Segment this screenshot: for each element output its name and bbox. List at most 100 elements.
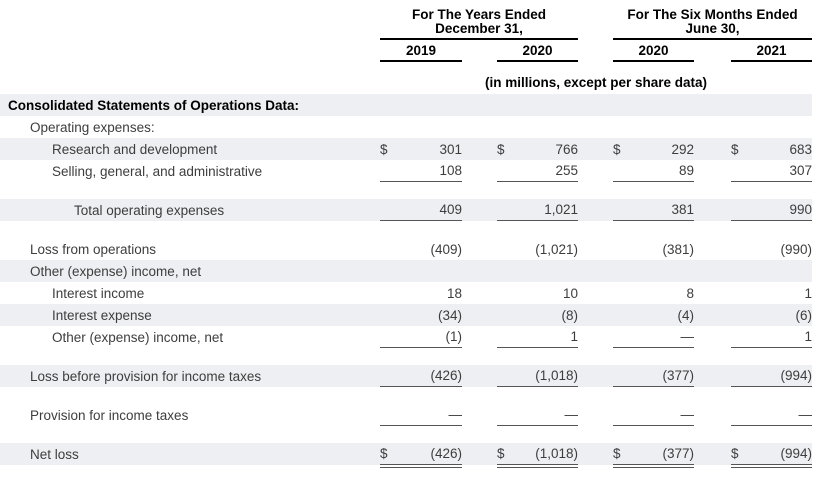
row-spacer	[0, 387, 812, 404]
value-cell: 1	[497, 326, 578, 348]
table-row: Loss from operations (409) (1,021) (381) (99…	[0, 238, 812, 260]
value-cell: 307	[731, 160, 812, 182]
value-text: 766	[555, 141, 578, 157]
value-text: (4)	[677, 307, 695, 323]
units-note: (in millions, except per share data)	[484, 75, 708, 90]
value-text: 409	[439, 202, 462, 217]
value-text: 89	[678, 163, 694, 178]
value-text: (990)	[780, 241, 812, 257]
row-label: Research and development	[52, 141, 218, 157]
group-title-line1: For The Six Months Ended	[627, 7, 798, 22]
value-cell: 10	[497, 282, 578, 304]
value-cell: (381)	[613, 238, 694, 260]
value-text: 10	[562, 285, 578, 301]
value-text: 292	[671, 141, 694, 157]
row-label: Loss before provision for income taxes	[30, 368, 262, 384]
value-text: 108	[439, 163, 462, 178]
value-cell: —	[613, 404, 694, 426]
value-cell: (1,021)	[497, 238, 578, 260]
table-row: Other (expense) income, net (1) 1 — 1	[0, 326, 812, 348]
column-header-2021: 2021	[731, 40, 812, 62]
value-text: 1,021	[544, 202, 578, 217]
row-label: Operating expenses:	[30, 119, 155, 135]
value-cell: —	[613, 326, 694, 348]
dollar-sign: $	[731, 141, 739, 157]
dollar-sign: $	[380, 446, 388, 461]
value-cell: 8	[613, 282, 694, 304]
row-spacer	[0, 182, 812, 199]
value-text: 683	[789, 141, 812, 157]
value-cell: (4)	[613, 304, 695, 326]
statements-table: Consolidated Statements of Operations Da…	[0, 94, 820, 468]
value-cell: 1,021	[497, 199, 578, 221]
table-row: Interest income 18 10 8 1	[0, 282, 812, 304]
row-label: Provision for income taxes	[30, 407, 189, 423]
value-cell: $ (377)	[613, 443, 694, 468]
value-text: 18	[446, 285, 462, 301]
value-cell: 381	[613, 199, 694, 221]
row-label: Selling, general, and administrative	[52, 163, 263, 179]
row-spacer	[0, 426, 812, 443]
value-text: (409)	[430, 241, 462, 257]
value-text: (426)	[430, 368, 462, 383]
row-label: Other (expense) income, net	[30, 263, 202, 279]
value-cell: $ (994)	[731, 443, 812, 468]
value-cell: —	[731, 404, 812, 426]
value-cell: (8)	[497, 304, 579, 326]
value-text: 1	[570, 329, 578, 344]
value-cell: (409)	[380, 238, 462, 260]
group-title-line2: December 31,	[435, 21, 523, 36]
table-row: Consolidated Statements of Operations Da…	[0, 94, 812, 116]
row-label: Total operating expenses	[74, 202, 225, 218]
value-text: —	[798, 407, 813, 422]
value-text: 1	[804, 329, 812, 344]
value-cell: (1)	[380, 326, 462, 348]
value-text: (1,018)	[535, 368, 578, 383]
row-label: Net loss	[30, 446, 79, 462]
column-header-2019: 2019	[380, 40, 462, 62]
table-row: Net loss $ (426) $ (1,018) $ (377) $ (994)	[0, 443, 812, 468]
table-row: Loss before provision for income taxes (4…	[0, 365, 812, 387]
group-title-line2: June 30,	[685, 21, 740, 36]
value-cell: (994)	[731, 365, 812, 387]
value-text: 301	[439, 141, 462, 157]
value-cell: $ (1,018)	[497, 443, 578, 468]
value-cell: $766	[497, 138, 578, 160]
table-row: Other (expense) income, net	[0, 260, 812, 282]
dollar-sign: $	[497, 141, 505, 157]
value-text: (994)	[780, 446, 812, 461]
value-text: 1	[804, 285, 812, 301]
table-row: Interest expense (34) (8) (4) (6)	[0, 304, 812, 326]
dollar-sign: $	[380, 141, 388, 157]
value-text: (994)	[780, 368, 812, 383]
value-cell: $292	[613, 138, 694, 160]
column-header-2020-fy: 2020	[497, 40, 578, 62]
row-label: Loss from operations	[30, 241, 157, 257]
group-title-line1: For The Years Ended	[411, 7, 547, 22]
value-cell: (6)	[731, 304, 813, 326]
value-cell: 18	[380, 282, 462, 304]
value-text: 307	[789, 163, 812, 178]
dollar-sign: $	[613, 141, 621, 157]
value-cell: (1,018)	[497, 365, 578, 387]
value-cell: $301	[380, 138, 462, 160]
value-text: —	[680, 329, 695, 344]
six-months-group-header: For The Six Months Ended June 30,	[613, 8, 812, 40]
row-label: Interest expense	[52, 307, 152, 323]
value-text: (6)	[795, 307, 813, 323]
dollar-sign: $	[731, 446, 739, 461]
table-header: For The Years Ended December 31, For The…	[0, 0, 812, 90]
row-label: Consolidated Statements of Operations Da…	[8, 97, 300, 113]
value-cell: 990	[731, 199, 812, 221]
value-cell: —	[497, 404, 578, 426]
years-ended-group-header: For The Years Ended December 31,	[380, 8, 578, 40]
table-row: Research and development $301 $766 $292 $683	[0, 138, 812, 160]
table-row: Operating expenses:	[0, 116, 812, 138]
value-text: (1,018)	[535, 446, 578, 461]
value-cell: $ (426)	[380, 443, 462, 468]
value-text: 8	[686, 285, 694, 301]
row-label: Interest income	[52, 285, 145, 301]
row-spacer	[0, 348, 812, 365]
table-row: Total operating expenses 409 1,021 381 990	[0, 199, 812, 221]
